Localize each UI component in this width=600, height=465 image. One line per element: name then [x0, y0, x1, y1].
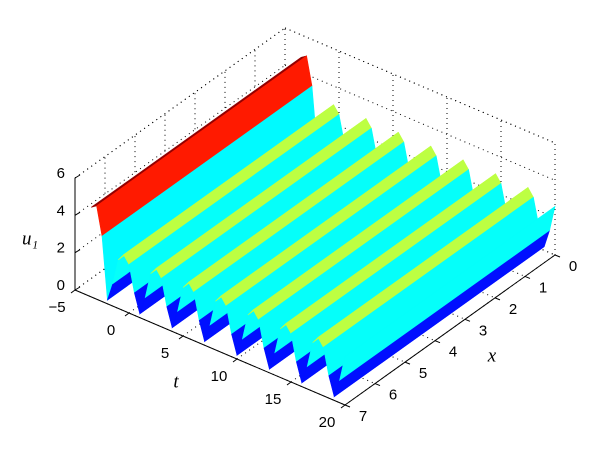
t-tick-label: 10 — [211, 368, 228, 385]
x-tick — [464, 318, 471, 322]
t-tick — [124, 312, 130, 317]
x-tick-label: 5 — [419, 365, 427, 382]
t-tick-label: 0 — [107, 322, 115, 339]
t-tick-label: −5 — [48, 299, 65, 316]
x-tick-label: 6 — [389, 387, 397, 404]
x-tick-label: 3 — [479, 322, 487, 339]
x-tick-label: 4 — [449, 344, 457, 361]
x-tick — [524, 275, 531, 279]
z-tick — [74, 211, 81, 216]
x-tick-label: 7 — [359, 408, 367, 425]
z-tick-label: 6 — [57, 165, 65, 182]
t-tick — [340, 404, 346, 409]
z-axis-label: u₁ — [22, 228, 38, 249]
z-tick — [74, 174, 81, 179]
t-tick — [70, 289, 76, 294]
t-tick — [232, 358, 238, 363]
x-axis-line — [344, 254, 556, 406]
t-axis-label: t — [173, 371, 179, 392]
t-tick-label: 20 — [319, 414, 336, 431]
x-axis-label: x — [487, 345, 497, 366]
x-tick — [494, 297, 501, 301]
z-tick-label: 4 — [57, 202, 65, 219]
z-tick-label: 0 — [57, 277, 65, 294]
z-tick-label: 2 — [57, 240, 65, 257]
box-edge — [74, 27, 286, 179]
t-tick-label: 5 — [161, 345, 169, 362]
x-tick-label: 1 — [539, 279, 547, 296]
x-tick — [554, 254, 561, 258]
x-tick-label: 2 — [509, 301, 517, 318]
z-tick — [74, 286, 81, 291]
t-tick — [286, 381, 292, 386]
surface-patch — [339, 205, 556, 382]
t-tick-label: 15 — [265, 391, 282, 408]
x-tick — [434, 340, 441, 344]
x-tick — [404, 361, 411, 365]
x-tick — [374, 383, 381, 387]
x-tick-label: 0 — [569, 258, 577, 275]
t-tick — [178, 335, 184, 340]
t-axis-line — [74, 289, 346, 406]
grid-line — [74, 64, 286, 216]
z-tick — [74, 249, 81, 254]
x-tick — [344, 404, 351, 408]
